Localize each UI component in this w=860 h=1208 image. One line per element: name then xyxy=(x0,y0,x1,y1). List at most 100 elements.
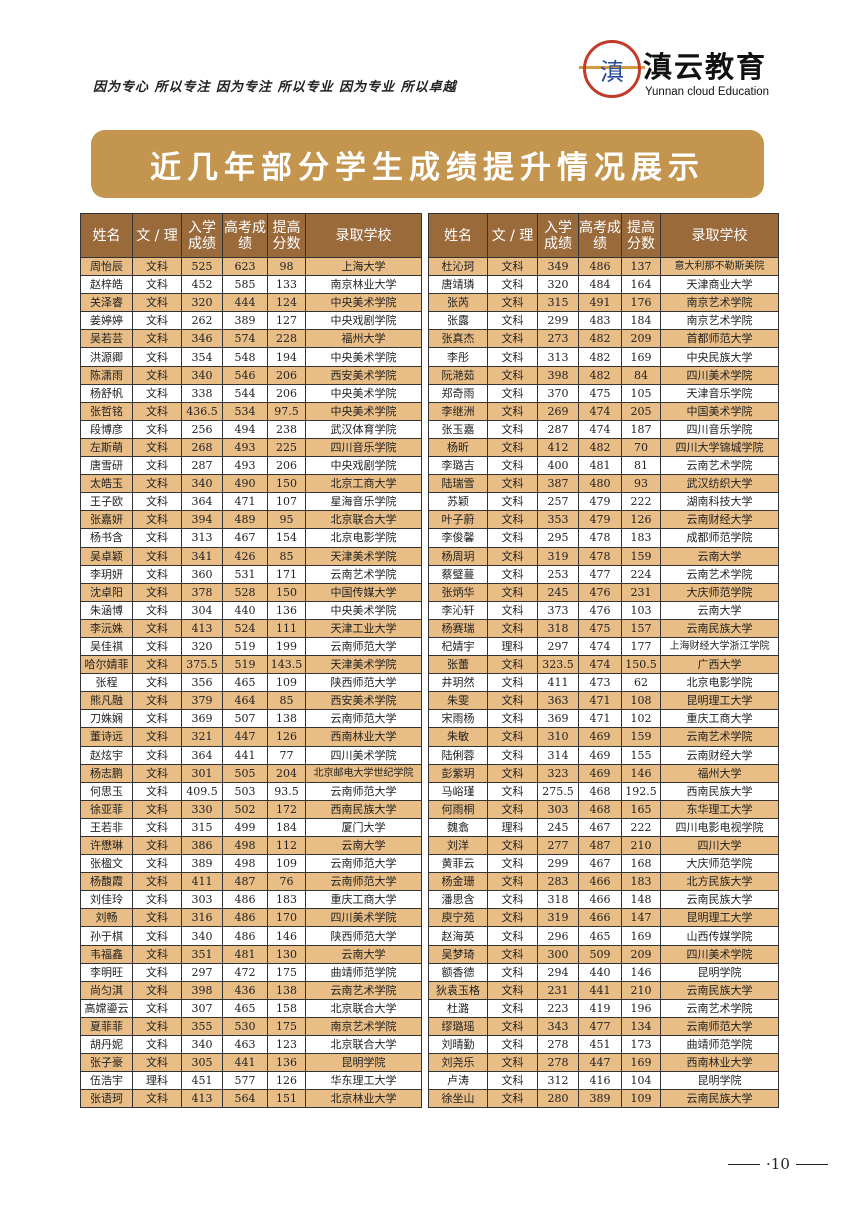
cell-gaokao-score: 416 xyxy=(578,1071,622,1091)
cell-name: 张芮 xyxy=(428,293,488,313)
cell-track: 文科 xyxy=(487,600,538,620)
cell-admitted-school: 星海音乐学院 xyxy=(305,492,422,512)
cell-improvement: 103 xyxy=(621,600,661,620)
cell-admitted-school: 北京联合大学 xyxy=(305,510,422,530)
table-row: 额香德 文科 294 440 146 昆明学院 xyxy=(428,962,779,982)
cell-track: 文科 xyxy=(132,817,182,838)
cell-improvement: 150.5 xyxy=(621,655,661,675)
cell-name: 张蕾 xyxy=(428,655,488,675)
cell-name: 杨书含 xyxy=(80,528,133,548)
table-row: 太皓玉 文科 340 490 150 北京工商大学 xyxy=(80,474,422,494)
cell-name: 太皓玉 xyxy=(80,474,133,494)
table-row: 黄菲云 文科 299 467 168 大庆师范学院 xyxy=(428,854,779,874)
cell-track: 文科 xyxy=(132,691,182,711)
cell-gaokao-score: 471 xyxy=(578,709,622,729)
cell-improvement: 172 xyxy=(267,799,306,819)
cell-track: 文科 xyxy=(487,419,538,439)
cell-admitted-school: 中央美术学院 xyxy=(305,383,422,403)
cell-admitted-school: 南京艺术学院 xyxy=(660,293,779,313)
cell-improvement: 169 xyxy=(621,1053,661,1073)
cell-improvement: 206 xyxy=(267,456,306,476)
cell-entry-score: 273 xyxy=(537,329,579,349)
cell-entry-score: 310 xyxy=(537,727,579,747)
cell-improvement: 98 xyxy=(267,256,306,277)
cell-gaokao-score: 466 xyxy=(578,908,622,928)
table-row: 张真杰 文科 273 482 209 首都师范大学 xyxy=(428,329,779,349)
cell-admitted-school: 西南民族大学 xyxy=(305,799,422,819)
cell-admitted-school: 四川美术学院 xyxy=(305,745,422,765)
cell-admitted-school: 北京林业大学 xyxy=(305,1089,422,1109)
cell-gaokao-score: 505 xyxy=(222,763,268,783)
cell-improvement: 205 xyxy=(621,401,661,421)
table-row: 张露 文科 299 483 184 南京艺术学院 xyxy=(428,311,779,331)
cell-improvement: 137 xyxy=(621,256,661,277)
cell-name: 苏颖 xyxy=(428,492,488,512)
cell-gaokao-score: 503 xyxy=(222,781,268,801)
cell-entry-score: 312 xyxy=(537,1071,579,1091)
cell-improvement: 222 xyxy=(621,492,661,512)
cell-improvement: 175 xyxy=(267,962,306,982)
cell-name: 陆俐蓉 xyxy=(428,745,488,765)
cell-name: 尚匀淇 xyxy=(80,980,133,1000)
cell-gaokao-score: 534 xyxy=(222,401,268,421)
cell-improvement: 183 xyxy=(621,872,661,892)
cell-track: 文科 xyxy=(487,854,538,874)
cell-entry-score: 349 xyxy=(537,256,579,277)
cell-improvement: 222 xyxy=(621,817,661,838)
cell-name: 伍浩宇 xyxy=(80,1071,133,1091)
cell-admitted-school: 四川音乐学院 xyxy=(660,419,779,439)
cell-track: 文科 xyxy=(487,926,538,946)
cell-entry-score: 320 xyxy=(181,636,223,657)
table-row: 张玉嘉 文科 287 474 187 四川音乐学院 xyxy=(428,419,779,439)
table-row: 刘佳玲 文科 303 486 183 重庆工商大学 xyxy=(80,890,422,910)
cell-name: 李沁轩 xyxy=(428,600,488,620)
cell-admitted-school: 西南林业大学 xyxy=(660,1053,779,1073)
cell-entry-score: 294 xyxy=(537,962,579,982)
cell-admitted-school: 云南大学 xyxy=(660,546,779,566)
table-row: 吴若芸 文科 346 574 228 福州大学 xyxy=(80,329,422,349)
cell-entry-score: 280 xyxy=(537,1089,579,1109)
cell-track: 文科 xyxy=(487,546,538,566)
table-row: 吴梦琦 文科 300 509 209 四川美术学院 xyxy=(428,944,779,964)
cell-admitted-school: 天津商业大学 xyxy=(660,275,779,295)
cell-name: 刘洋 xyxy=(428,835,488,856)
cell-improvement: 204 xyxy=(267,763,306,783)
cell-admitted-school: 曲靖师范学院 xyxy=(660,1035,779,1055)
cell-improvement: 138 xyxy=(267,980,306,1000)
cell-track: 文科 xyxy=(132,835,182,856)
cell-track: 文科 xyxy=(132,872,182,892)
cell-track: 文科 xyxy=(487,293,538,313)
cell-entry-score: 436.5 xyxy=(181,401,223,421)
cell-improvement: 104 xyxy=(621,1071,661,1091)
cell-admitted-school: 东华理工大学 xyxy=(660,799,779,819)
cell-improvement: 177 xyxy=(621,636,661,657)
cell-admitted-school: 意大利那不勒斯美院 xyxy=(660,256,779,277)
cell-track: 文科 xyxy=(487,564,538,584)
cell-name: 缪璐瑶 xyxy=(428,1016,488,1037)
cell-track: 文科 xyxy=(132,763,182,783)
cell-name: 杨馥霞 xyxy=(80,872,133,892)
cell-entry-score: 341 xyxy=(181,546,223,566)
cell-admitted-school: 昆明学院 xyxy=(305,1053,422,1073)
cell-admitted-school: 云南师范大学 xyxy=(305,781,422,801)
cell-track: 理科 xyxy=(487,817,538,838)
table-header-row: 姓名文 / 理入学成绩 高考成绩 提高分数 录取学校 xyxy=(428,213,779,258)
cell-admitted-school: 云南财经大学 xyxy=(660,510,779,530)
cell-gaokao-score: 507 xyxy=(222,709,268,729)
cell-gaokao-score: 467 xyxy=(578,817,622,838)
cell-entry-score: 318 xyxy=(537,890,579,910)
table-row: 胡丹妮 文科 340 463 123 北京联合大学 xyxy=(80,1035,422,1055)
cell-entry-score: 354 xyxy=(181,347,223,367)
cell-name: 郑奇雨 xyxy=(428,383,488,403)
table-row: 唐靖璘 文科 320 484 164 天津商业大学 xyxy=(428,275,779,295)
cell-gaokao-score: 471 xyxy=(222,492,268,512)
cell-gaokao-score: 487 xyxy=(578,835,622,856)
cell-name: 庾宁苑 xyxy=(428,908,488,928)
cell-admitted-school: 四川音乐学院 xyxy=(305,437,422,458)
table-row: 庾宁苑 文科 319 466 147 昆明理工大学 xyxy=(428,908,779,928)
cell-entry-score: 319 xyxy=(537,908,579,928)
cell-gaokao-score: 479 xyxy=(578,510,622,530)
cell-gaokao-score: 577 xyxy=(222,1071,268,1091)
cell-track: 文科 xyxy=(132,275,182,295)
column-header-name: 姓名 xyxy=(428,213,488,258)
